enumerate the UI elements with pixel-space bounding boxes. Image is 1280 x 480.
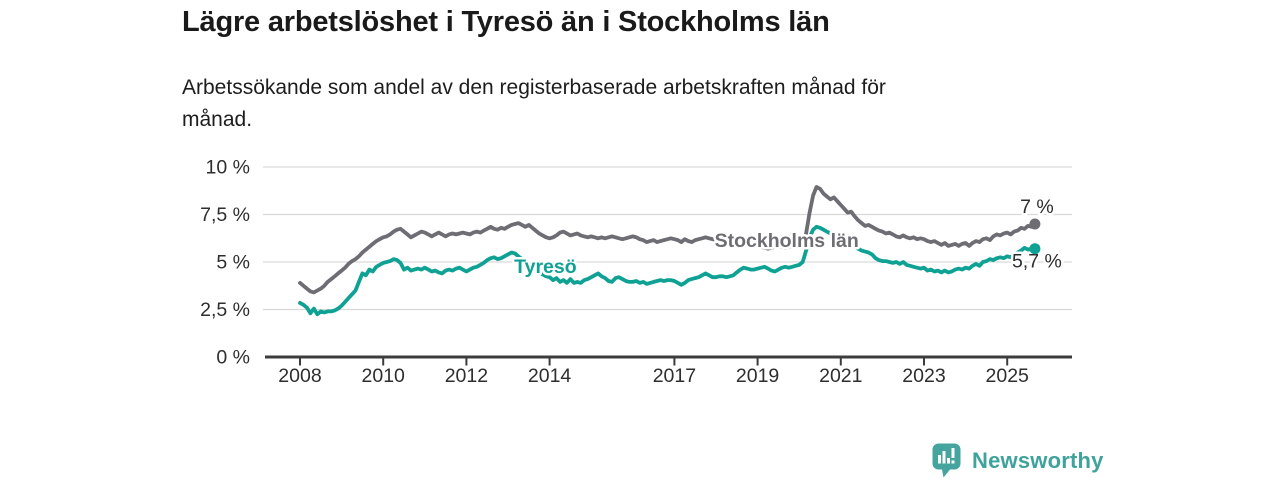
y-tick-label-2.5: 2,5 % — [200, 299, 250, 321]
end-dot-tyreso — [1029, 243, 1041, 255]
logo-bar-3 — [947, 458, 950, 464]
logo-bubble-shape — [932, 443, 961, 478]
series-label-tyreso: Tyresö — [514, 256, 577, 278]
x-tick-label-2023: 2023 — [902, 365, 945, 387]
chart-title: Lägre arbetslöshet i Tyresö än i Stockho… — [182, 6, 830, 38]
x-tick-label-2012: 2012 — [445, 365, 488, 387]
x-tick-label-2014: 2014 — [528, 365, 572, 387]
y-tick-label-7.5: 7,5 % — [200, 204, 250, 226]
x-tick-label-2008: 2008 — [278, 365, 321, 387]
y-tick-label-10: 10 % — [206, 157, 250, 179]
logo-bar-1 — [938, 455, 941, 464]
y-tick-label-0: 0 % — [216, 347, 250, 369]
series-line-tyreso — [298, 224, 1037, 317]
x-tick-label-2021: 2021 — [819, 365, 862, 387]
logo-bar-2 — [942, 451, 946, 464]
end-value-label-tyreso: 5,7 % — [1012, 251, 1062, 273]
x-tick-label-2017: 2017 — [653, 365, 696, 387]
x-tick-label-2010: 2010 — [362, 365, 406, 387]
newsworthy-icon — [932, 443, 961, 478]
logo-exclamation-bar — [951, 448, 955, 458]
newsworthy-wordmark: Newsworthy — [972, 448, 1104, 473]
logo-exclamation-dot — [951, 460, 955, 464]
series-label-stockholms-lan: Stockholms län — [715, 230, 859, 252]
end-value-label-stockholms-lan: 7 % — [1020, 196, 1054, 218]
y-tick-label-5: 5 % — [216, 252, 250, 274]
newsworthy-logo: Newsworthy — [932, 443, 1104, 479]
chart-subtitle: Arbetssökande som andel av den registerb… — [182, 76, 886, 131]
series-line-stockholms-lan — [298, 185, 1037, 295]
end-dot-stockholms-lan — [1029, 218, 1041, 230]
x-tick-label-2019: 2019 — [736, 365, 779, 387]
x-tick-label-2025: 2025 — [986, 365, 1030, 387]
